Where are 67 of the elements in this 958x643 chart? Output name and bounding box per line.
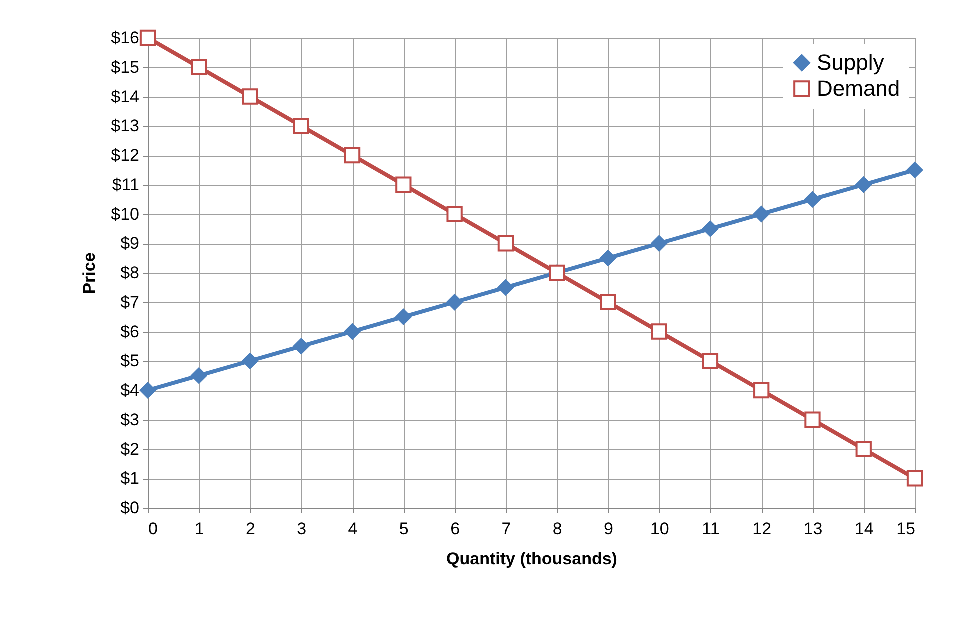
point [754, 382, 770, 399]
point [498, 280, 514, 296]
y-tick-label: $5 [120, 352, 140, 371]
x-tick-label: 1 [194, 520, 204, 538]
point [140, 382, 156, 399]
x-tick-label: 12 [752, 520, 772, 538]
point [242, 88, 258, 105]
point [446, 294, 463, 310]
point [804, 412, 821, 428]
point [754, 206, 770, 222]
point [856, 441, 872, 458]
point [293, 338, 310, 355]
y-tick-label: $15 [111, 58, 140, 77]
y-axis-title: Price [80, 252, 100, 294]
x-tick-label: 11 [702, 520, 720, 538]
legend-label: Demand [817, 76, 900, 101]
point [651, 324, 668, 340]
x-tick-label: 10 [650, 520, 670, 538]
point [344, 147, 361, 164]
point [396, 176, 412, 193]
x-tick-label: 5 [399, 520, 409, 538]
y-tick-label: $7 [120, 292, 140, 312]
x-tick-label: 6 [450, 520, 460, 538]
point [293, 118, 310, 134]
point [242, 353, 258, 370]
point [191, 59, 208, 76]
point [446, 206, 463, 222]
x-tick-label: 0 [148, 520, 158, 538]
point [396, 308, 412, 326]
point [906, 162, 924, 178]
y-tick-label: $0 [120, 498, 140, 518]
point [702, 220, 719, 238]
x-tick-label: 9 [604, 520, 614, 538]
legend-label: Supply [817, 50, 884, 75]
y-tick-label: $10 [111, 204, 140, 224]
point [651, 236, 668, 252]
x-tick-label: 14 [854, 520, 874, 538]
x-tick-label: 2 [246, 520, 256, 538]
y-tick-label: $13 [111, 116, 140, 136]
y-tick-label: $14 [111, 87, 140, 106]
y-tick-label: $3 [120, 410, 140, 430]
y-tick-label: $6 [120, 322, 140, 342]
x-axis-title: Quantity (thousands) [446, 550, 618, 568]
point [498, 236, 514, 252]
y-tick-label: $1 [120, 469, 140, 488]
x-tick-label: 15 [896, 520, 916, 538]
y-tick-label: $12 [111, 146, 140, 165]
point [600, 294, 616, 310]
point [856, 176, 872, 193]
point [600, 250, 616, 266]
y-tick-label: $11 [112, 175, 140, 194]
point [906, 470, 924, 487]
y-tick-label: $9 [120, 234, 140, 254]
x-tick-label: 8 [552, 520, 562, 538]
point [344, 324, 361, 340]
point [140, 30, 156, 46]
y-tick-label: $8 [120, 264, 140, 282]
point [191, 368, 208, 384]
y-tick-label: $4 [120, 381, 140, 400]
point [804, 191, 821, 208]
y-tick-label: $2 [120, 440, 140, 459]
x-tick-label: 7 [502, 520, 512, 538]
x-tick-label: 3 [297, 520, 307, 538]
y-tick-label: $16 [111, 28, 140, 48]
x-tick-label: 4 [348, 520, 358, 538]
x-tick-label: 13 [804, 520, 823, 538]
point [702, 353, 719, 370]
